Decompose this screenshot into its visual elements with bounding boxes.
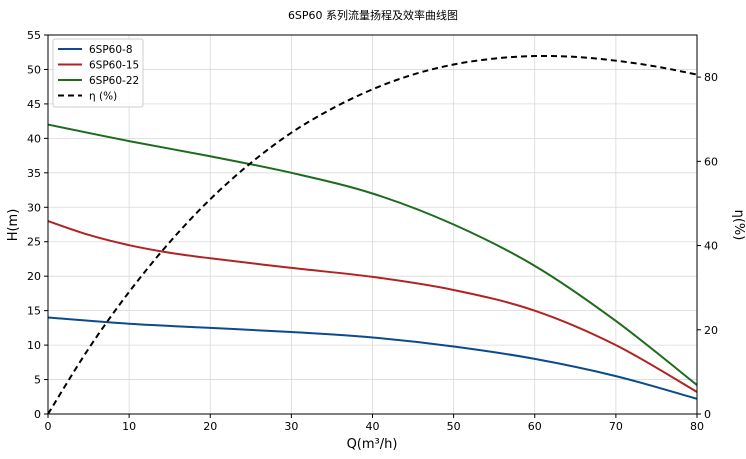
y-tick-label: 5 — [34, 374, 41, 387]
x-axis-label: Q(m³/h) — [347, 437, 398, 452]
y2-tick-label: 60 — [704, 155, 718, 168]
y-tick-label: 10 — [27, 339, 41, 352]
x-tick-label: 0 — [45, 420, 52, 433]
legend-label: 6SP60-8 — [89, 44, 133, 56]
y-tick-label: 20 — [27, 270, 41, 283]
x-tick-label: 50 — [447, 420, 461, 433]
x-tick-label: 20 — [203, 420, 217, 433]
y2-tick-label: 0 — [704, 408, 711, 421]
y2-tick-label: 20 — [704, 324, 718, 337]
y-tick-label: 35 — [27, 167, 41, 180]
x-tick-label: 70 — [609, 420, 623, 433]
series-layer — [47, 54, 698, 415]
y-tick-label: 50 — [27, 63, 41, 76]
y-tick-label: 45 — [27, 98, 41, 111]
series-line-4 — [47, 54, 698, 415]
x-tick-label: 80 — [690, 420, 704, 433]
y-tick-label: 55 — [27, 29, 41, 42]
legend-label: η (%) — [89, 91, 117, 103]
series-line-3 — [47, 123, 698, 386]
chart-title: 6SP60 系列流量扬程及效率曲线图 — [288, 8, 458, 22]
legend-label: 6SP60-15 — [89, 60, 139, 72]
legend-box — [52, 38, 144, 108]
y2-axis-label: η(%) — [731, 210, 746, 241]
series-line-2 — [47, 220, 698, 393]
y2-tick-label: 40 — [704, 240, 718, 253]
y-tick-label: 15 — [27, 305, 41, 318]
x-tick-label: 60 — [528, 420, 542, 433]
legend-label: 6SP60-22 — [89, 75, 139, 87]
series-line-1 — [47, 316, 698, 400]
x-tick-label: 40 — [366, 420, 380, 433]
y-tick-label: 40 — [27, 132, 41, 145]
x-tick-label: 30 — [284, 420, 298, 433]
legend: 6SP60-8 6SP60-15 6SP60-22 η (%) — [52, 38, 144, 108]
tick-layer: 0 10 20 30 40 50 60 70 8005101520253035404550550… — [27, 29, 718, 433]
x-tick-label: 10 — [122, 420, 136, 433]
y2-tick-label: 80 — [704, 71, 718, 84]
y-tick-label: 30 — [27, 201, 41, 214]
y-axis-label: H(m) — [6, 209, 21, 242]
y-tick-label: 25 — [27, 236, 41, 249]
y-tick-label: 0 — [34, 408, 41, 421]
